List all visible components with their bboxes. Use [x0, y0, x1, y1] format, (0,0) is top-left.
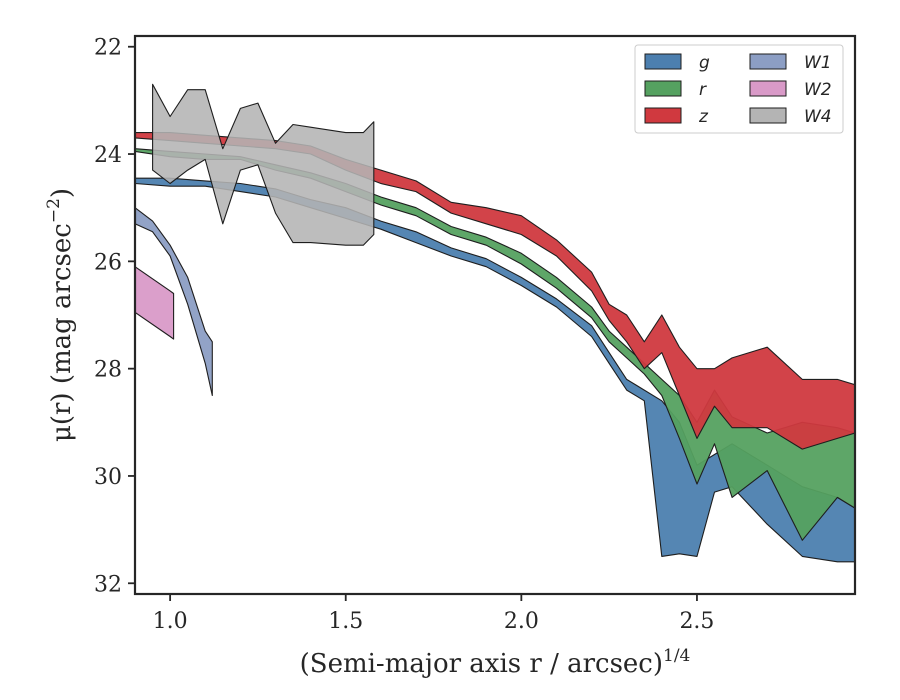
- legend-label-r: r: [699, 80, 707, 100]
- legend-swatch-w1: [749, 53, 787, 70]
- y-axis-label-sup: −2: [44, 198, 64, 223]
- y-tick-label: 32: [94, 572, 122, 597]
- band-g: [135, 177, 855, 563]
- legend-label-z: z: [698, 107, 709, 127]
- y-tick-label: 28: [94, 358, 122, 383]
- legend-label-w4: W4: [804, 107, 832, 127]
- x-tick-label: 1.5: [328, 609, 363, 634]
- y-axis-label-text: μ(r) (mag arcsec: [47, 223, 77, 442]
- plot-frame: [133, 34, 857, 596]
- x-axis-label-text: (Semi-major axis r / arcsec): [300, 649, 663, 679]
- x-tick-label: 1.0: [153, 609, 188, 634]
- legend-swatch-z: [644, 107, 682, 124]
- band-z: [135, 132, 855, 450]
- band-w4: [152, 83, 375, 246]
- x-tick-label: 2.0: [504, 609, 539, 634]
- y-tick-label: 22: [94, 36, 122, 61]
- x-axis-label: (Semi-major axis r / arcsec)1/4: [300, 646, 691, 679]
- x-axis-ticks: 1.0 1.5 2.0 2.5: [153, 594, 714, 634]
- x-tick-label: 2.5: [679, 609, 714, 634]
- y-tick-label: 24: [94, 143, 122, 168]
- legend-swatch-w2: [749, 80, 787, 97]
- legend-label-g: g: [699, 53, 710, 73]
- band-w1: [135, 207, 213, 397]
- legend-box: [634, 44, 844, 134]
- y-axis-label: μ(r) (mag arcsec−2): [44, 188, 77, 442]
- band-r: [135, 148, 855, 541]
- legend-label-w2: W2: [804, 80, 832, 100]
- legend-swatch-w4: [749, 107, 787, 124]
- legend: grz W1 W2 W4: [634, 44, 844, 134]
- y-tick-label: 26: [94, 250, 122, 275]
- x-axis-label-sup: 1/4: [663, 646, 690, 666]
- legend-swatch-g: [644, 53, 682, 70]
- band-w2: [135, 266, 175, 340]
- y-axis-label-close: ): [47, 188, 77, 198]
- legend-swatch-r: [644, 80, 682, 97]
- y-tick-label: 30: [94, 465, 122, 490]
- legend-label-w1: W1: [804, 53, 832, 73]
- data-bands: [135, 83, 855, 563]
- y-axis-ticks: 22 24 26 28 30 32: [94, 36, 135, 597]
